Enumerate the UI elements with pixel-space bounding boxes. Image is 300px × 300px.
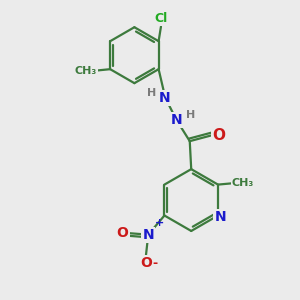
Text: +: +: [155, 218, 164, 228]
Text: N: N: [142, 228, 154, 242]
Text: N: N: [159, 91, 171, 105]
Text: O: O: [117, 226, 129, 240]
Text: O: O: [212, 128, 225, 143]
Text: N: N: [170, 113, 182, 127]
Text: N: N: [214, 210, 226, 224]
Text: CH₃: CH₃: [232, 178, 254, 188]
Text: H: H: [186, 110, 195, 120]
Text: O: O: [140, 256, 152, 270]
Text: CH₃: CH₃: [75, 66, 97, 76]
Text: Cl: Cl: [154, 12, 168, 25]
Text: H: H: [147, 88, 156, 98]
Text: -: -: [152, 257, 158, 270]
